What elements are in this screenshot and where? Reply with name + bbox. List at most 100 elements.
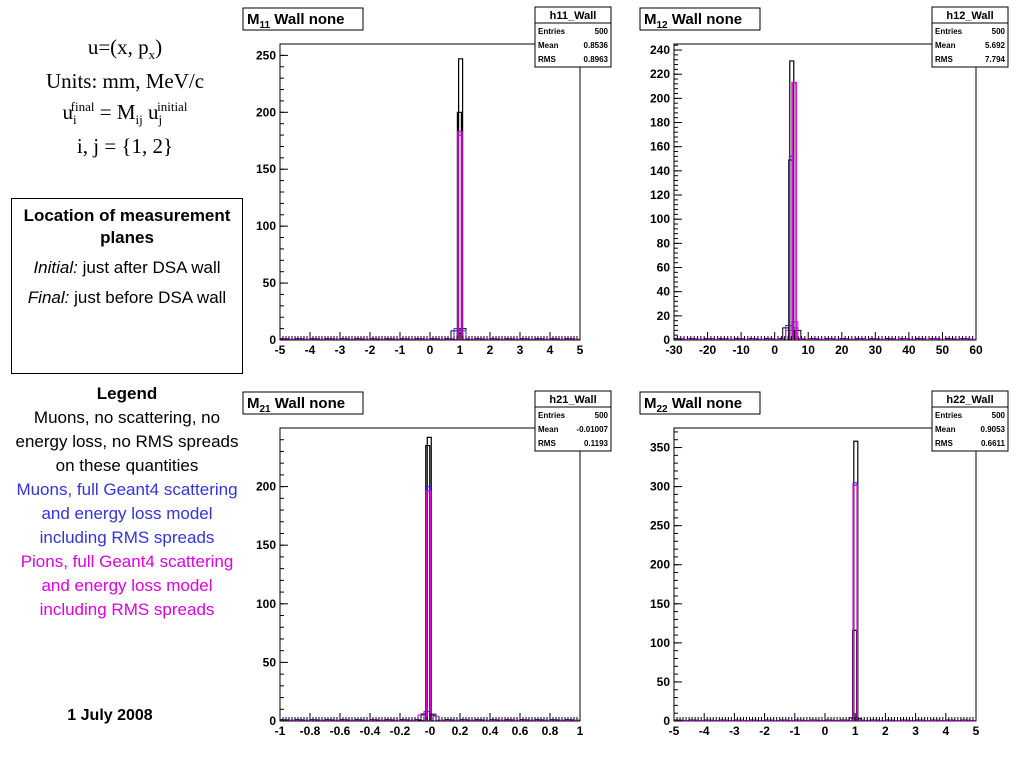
stats-label: Mean bbox=[935, 41, 956, 50]
stats-value: 5.692 bbox=[985, 41, 1006, 50]
stats-value: 7.794 bbox=[985, 55, 1006, 64]
panel-title-box bbox=[639, 7, 761, 31]
y-tick-label: 100 bbox=[256, 219, 276, 233]
legend-block: Legend Muons, no scattering, no energy l… bbox=[10, 382, 244, 622]
x-tick-label: -0.4 bbox=[360, 724, 381, 738]
formula-text: ) bbox=[155, 35, 163, 59]
x-tick-label: -5 bbox=[275, 343, 286, 357]
stats-label: RMS bbox=[538, 55, 556, 64]
stats-box bbox=[931, 6, 1009, 68]
y-tick-label: 200 bbox=[650, 558, 670, 572]
formula-sup: initial bbox=[157, 99, 188, 115]
y-tick-label: 180 bbox=[650, 116, 670, 130]
stats-label: Entries bbox=[935, 411, 963, 420]
x-tick-label: 50 bbox=[936, 343, 950, 357]
x-tick-label: -1 bbox=[395, 343, 406, 357]
x-tick-label: 60 bbox=[969, 343, 983, 357]
x-tick-label: 1 bbox=[577, 724, 584, 738]
location-final: Final: just before DSA wall bbox=[12, 287, 242, 309]
stats-name: h22_Wall bbox=[946, 394, 993, 406]
formula-line-1: u=(x, px) bbox=[10, 34, 240, 68]
x-tick-label: 3 bbox=[517, 343, 524, 357]
formula-line-4: i, j = {1, 2} bbox=[76, 134, 174, 159]
stats-value: 500 bbox=[595, 411, 609, 420]
y-tick-label: 100 bbox=[650, 636, 670, 650]
stats-value: 500 bbox=[992, 411, 1006, 420]
y-tick-label: 200 bbox=[650, 91, 670, 105]
x-tick-label: 40 bbox=[902, 343, 916, 357]
x-tick-label: -1 bbox=[275, 724, 286, 738]
x-tick-label: -2 bbox=[759, 724, 770, 738]
x-tick-label: 0 bbox=[771, 343, 778, 357]
y-tick-label: 160 bbox=[650, 140, 670, 154]
legend-black: Muons, no scattering, no energy loss, no… bbox=[15, 408, 239, 475]
x-tick-label: 0.4 bbox=[482, 724, 499, 738]
panel-title: M11 Wall none bbox=[247, 11, 345, 31]
x-tick-label: 30 bbox=[869, 343, 883, 357]
location-initial: Initial: just after DSA wall bbox=[12, 257, 242, 279]
y-tick-label: 40 bbox=[657, 285, 671, 299]
stats-label: RMS bbox=[935, 55, 953, 64]
x-tick-label: -3 bbox=[335, 343, 346, 357]
x-tick-label: 0.6 bbox=[512, 724, 529, 738]
stats-label: Entries bbox=[935, 27, 963, 36]
y-tick-label: 200 bbox=[256, 480, 276, 494]
stats-value: 0.8536 bbox=[584, 41, 609, 50]
histogram-peak-magenta-0 bbox=[852, 484, 858, 721]
initial-label: Initial: bbox=[33, 258, 78, 277]
plot-frame bbox=[673, 43, 977, 341]
y-tick-label: 250 bbox=[256, 48, 276, 62]
plot-frame bbox=[279, 43, 581, 341]
panel-title: M22 Wall none bbox=[644, 395, 742, 415]
stats-value: 500 bbox=[992, 27, 1006, 36]
final-label: Final: bbox=[27, 288, 70, 307]
histogram-panel-12: -30 -20 -10 0 10 20 30 40 50 60 0 20 40 60 80 100 120 140… bbox=[639, 6, 1009, 357]
stats-value: -0.01007 bbox=[576, 425, 608, 434]
y-tick-label: 250 bbox=[650, 519, 670, 533]
stats-label: RMS bbox=[538, 439, 556, 448]
x-tick-label: 3 bbox=[912, 724, 919, 738]
x-tick-label: 1 bbox=[457, 343, 464, 357]
y-tick-label: 50 bbox=[657, 675, 671, 689]
x-tick-label: -30 bbox=[665, 343, 683, 357]
y-tick-label: 150 bbox=[256, 162, 276, 176]
location-title: Location of measurement planes bbox=[23, 206, 231, 247]
x-tick-label: 20 bbox=[835, 343, 849, 357]
panel-title-box bbox=[639, 391, 761, 415]
y-tick-label: 140 bbox=[650, 164, 670, 178]
formula-line-2: Units: mm, MeV/c bbox=[45, 69, 205, 94]
x-tick-label: -1 bbox=[789, 724, 800, 738]
initial-text: just after DSA wall bbox=[77, 258, 221, 277]
histogram-peak-magenta-0 bbox=[425, 490, 432, 721]
x-tick-label: -10 bbox=[732, 343, 750, 357]
y-tick-label: 240 bbox=[650, 43, 670, 57]
histogram-peak-magenta-0 bbox=[457, 130, 463, 340]
stats-label: RMS bbox=[935, 439, 953, 448]
formula-text: u=(x, p bbox=[87, 35, 149, 59]
stats-label: Entries bbox=[538, 27, 566, 36]
formula-text: u bbox=[62, 100, 74, 125]
panel-title-box bbox=[242, 391, 364, 415]
date-label: 1 July 2008 bbox=[67, 707, 153, 724]
y-tick-label: 20 bbox=[657, 309, 671, 323]
y-tick-label: 0 bbox=[269, 714, 276, 728]
histogram-panel-21: -1 -0.8 -0.6 -0.4 -0.2 -0 0.2 0.4 0.6 0.8 1 0 50 100 1… bbox=[242, 390, 612, 738]
stats-label: Mean bbox=[538, 425, 559, 434]
stats-label: Mean bbox=[935, 425, 956, 434]
formula-text: u bbox=[142, 100, 159, 125]
panel-title: M12 Wall none bbox=[644, 11, 742, 31]
formula-sub: x bbox=[148, 47, 156, 63]
x-tick-label: 2 bbox=[487, 343, 494, 357]
legend-title: Legend bbox=[96, 384, 158, 403]
x-tick-label: 0 bbox=[822, 724, 829, 738]
histogram-baseline-magenta bbox=[674, 321, 976, 340]
y-tick-label: 350 bbox=[650, 441, 670, 455]
x-tick-label: -3 bbox=[729, 724, 740, 738]
formula-text: = M bbox=[94, 100, 136, 125]
y-tick-label: 150 bbox=[650, 597, 670, 611]
y-tick-label: 220 bbox=[650, 67, 670, 81]
x-tick-label: 1 bbox=[852, 724, 859, 738]
x-tick-label: 0 bbox=[427, 343, 434, 357]
